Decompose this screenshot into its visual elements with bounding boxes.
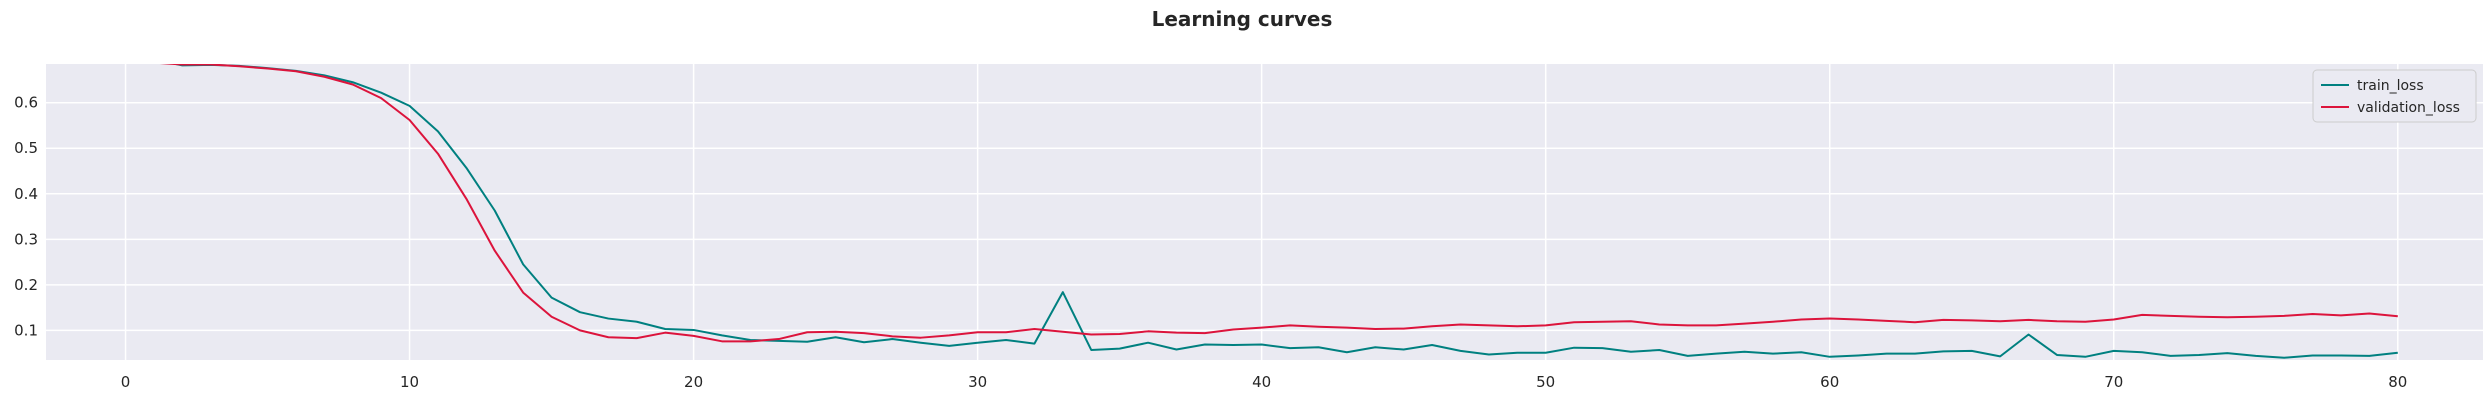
y-tick-label: 0.2 (14, 276, 38, 294)
legend-label-train-loss: train_loss (2357, 78, 2424, 94)
y-tick-label: 0.5 (14, 139, 38, 157)
y-tick-label: 0.3 (14, 230, 38, 248)
x-tick-label: 20 (684, 373, 703, 391)
x-tick-label: 70 (2104, 373, 2123, 391)
y-tick-label: 0.1 (14, 321, 38, 339)
legend: train_loss validation_loss (2312, 69, 2477, 123)
series-line-validation-loss (159, 64, 2398, 343)
x-tick-label: 80 (2388, 373, 2407, 391)
x-tick-label: 50 (1536, 373, 1555, 391)
chart-title: Learning curves (1152, 7, 1333, 31)
series-lines (159, 64, 2398, 359)
tick-labels: 0 10 20 30 40 50 60 70 80 0.1 0.2 0.3 0.4 0.5 0.6 (14, 94, 2407, 391)
x-tick-label: 60 (1820, 373, 1839, 391)
legend-label-validation-loss: validation_loss (2357, 100, 2460, 116)
x-tick-label: 40 (1252, 373, 1271, 391)
x-tick-label: 30 (968, 373, 987, 391)
y-tick-label: 0.6 (14, 94, 38, 112)
series-line-train-loss (170, 64, 2398, 359)
legend-box (2312, 69, 2477, 123)
x-tick-label: 0 (121, 373, 131, 391)
x-tick-label: 10 (400, 373, 419, 391)
y-tick-label: 0.4 (14, 185, 38, 203)
plot-area (46, 64, 2483, 360)
